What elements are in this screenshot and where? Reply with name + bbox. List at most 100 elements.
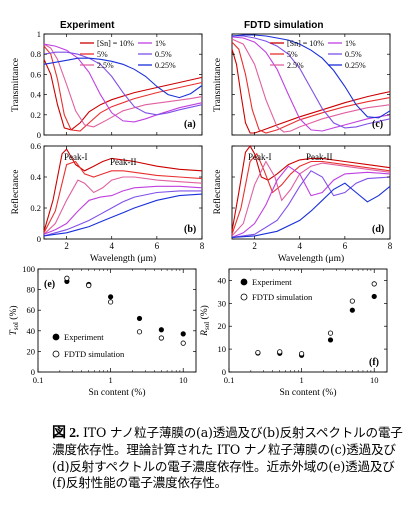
panel-f-experiment-point (371, 293, 377, 300)
panel-c-series-line (231, 34, 391, 119)
figure-number: 図 2. (52, 426, 80, 441)
panel-b-xlabel: Wavelength (μm) (90, 253, 156, 264)
panel-e-legend-experiment-marker (52, 333, 60, 341)
panel-c-legend-label: [Sn] = 10% (287, 39, 324, 48)
panel-f-ytick-label: 20 (218, 321, 227, 331)
panel-e-simulation-point (108, 299, 114, 305)
panel-c-series-line (231, 36, 391, 132)
panel-a-ytick-label: 0.4 (30, 90, 41, 100)
panel-e-ytick-label: 60 (27, 305, 36, 315)
panel-c-series-line (232, 35, 391, 129)
panel-c-series-line (231, 49, 391, 134)
panel-d-series-line (231, 160, 391, 237)
panel-e-letter: (e) (44, 279, 55, 290)
panel-f-experiment-point (327, 337, 334, 343)
panel-e-xtick-label: 1 (108, 375, 112, 385)
panel-a-legend-label: [Sn] = 10% (97, 39, 134, 48)
caption-text: ITO ナノ粒子薄膜の(a)透過及び(b)反射スペクトルの電子濃度依存性。理論計… (52, 425, 403, 490)
panel-c-letter: (c) (372, 119, 383, 130)
panel-c-legend-label: 0.25% (345, 61, 366, 70)
panel-b-frame (43, 145, 203, 240)
panel-b-ytick-label: 0.6 (30, 141, 41, 151)
panel-d-series-line (231, 182, 391, 238)
panel-d-xlabel: Wavelength (μm) (278, 253, 344, 264)
panel-a-series-line (43, 43, 203, 128)
panel-d-series-line (231, 152, 391, 235)
panel-e-ylabel: Tsol (%) (8, 305, 20, 335)
panel-f-xtick-label: 1 (299, 375, 303, 385)
panel-d-series-line (231, 144, 391, 232)
panel-e-ytick-label: 40 (27, 326, 36, 336)
panel-e-experiment-point (108, 294, 114, 300)
panel-f-legend-simulation-marker (240, 293, 248, 301)
panel-a-legend-label: 0.25% (155, 61, 176, 70)
panel-a-legend-label: 2.5% (97, 61, 114, 70)
panel-e-xlabel: Sn content (%) (89, 387, 146, 398)
panel-f-simulation-point (255, 349, 261, 356)
panel-e-ytick-label: 80 (27, 285, 36, 295)
panel-f-simulation-point (277, 349, 283, 355)
panel-a-ytick-label: 0 (37, 130, 41, 140)
panel-e-experiment-point (136, 315, 143, 322)
figure: 0 0.2 0.4 0.6 0.8 1 Experiment Transmittance (a)… (8, 20, 393, 398)
panel-f-ytick-label: 0 (222, 367, 226, 377)
panel-f-simulation-point (327, 330, 334, 336)
panel-f-xtick-label: 10 (370, 375, 379, 385)
panel-e-frame (37, 268, 197, 373)
panel-b-series-line (43, 176, 203, 235)
panel-e-simulation-point (64, 275, 70, 281)
panel-e-ytick-label: 100 (22, 264, 35, 274)
panel-e-ylabel-sub: sol (12, 322, 20, 330)
panel-e-ylabel-main: T (9, 330, 19, 336)
panel-b-xtick-label: 2 (64, 241, 69, 251)
panel-e-experiment-point (158, 327, 164, 333)
panel-e-xtick-label: 0.1 (33, 375, 44, 385)
panel-c-series-line (231, 41, 391, 134)
panel-a-legend-label: 1% (155, 39, 166, 48)
panel-a-series-line (43, 59, 203, 131)
panel-e-ytick-label: 0 (31, 367, 35, 377)
panel-d-ylabel: Reflectance (212, 170, 223, 215)
panel-b-peak2-label: Peak-II (110, 157, 137, 167)
panel-b-series-line (43, 193, 203, 237)
panel-f-simulation-point (349, 298, 355, 304)
panel-f-legend-experiment: Experiment (252, 277, 292, 287)
panel-e-xtick-label: 10 (179, 375, 188, 385)
panel-e-legend-experiment: Experiment (64, 332, 104, 342)
panel-b-series-line (43, 185, 203, 235)
panel-f-frame (228, 268, 388, 373)
panel-f-ylabel: Rsol (%) (199, 305, 211, 337)
panel-f-simulation-point (371, 281, 377, 287)
panel-e-legend-simulation-marker (52, 350, 60, 358)
panel-a-ylabel: Transmittance (11, 58, 21, 112)
panel-e-ylabel-unit: (%) (8, 305, 19, 322)
panel-b-series-line (43, 160, 203, 234)
panel-a-title: Experiment (60, 20, 115, 31)
panel-b-ytick-label: 0.4 (30, 172, 41, 182)
panel-d-letter: (d) (372, 224, 384, 235)
panel-a-ytick-label: 0.6 (30, 69, 41, 79)
panel-f-xtick-label: 0.1 (224, 375, 235, 385)
panel-b-xtick-label: 4 (109, 241, 114, 251)
panel-f-xlabel: Sn content (%) (280, 387, 337, 398)
panel-e-legend-simulation: FDTD simulation (64, 349, 125, 359)
panel-f-ylabel-sub: sol (203, 322, 211, 330)
panel-b-ylabel: Reflectance (10, 170, 21, 215)
panel-b-series-line (43, 148, 203, 232)
panel-a-ytick-label: 0.8 (30, 49, 41, 59)
panel-d-series-line (231, 170, 391, 238)
panel-d-peak1-label: Peak-I (248, 152, 272, 162)
panel-a-frame (43, 33, 203, 136)
panel-f-letter: (f) (369, 357, 379, 368)
panel-d-xtick-label: 2 (252, 241, 257, 251)
panel-f-ylabel-unit: (%) (199, 305, 210, 322)
panel-c-title: FDTD simulation (244, 20, 323, 31)
panel-f-ytick-label: 40 (218, 275, 227, 285)
panel-e-simulation-point (180, 340, 186, 346)
panel-a-series-line (43, 57, 203, 99)
panel-d-xtick-label: 4 (297, 241, 302, 251)
panel-f-simulation-point (299, 351, 305, 357)
panel-a-legend-label: 5% (97, 50, 108, 59)
panel-c-series-line (231, 38, 391, 133)
panel-d-frame (231, 145, 391, 240)
